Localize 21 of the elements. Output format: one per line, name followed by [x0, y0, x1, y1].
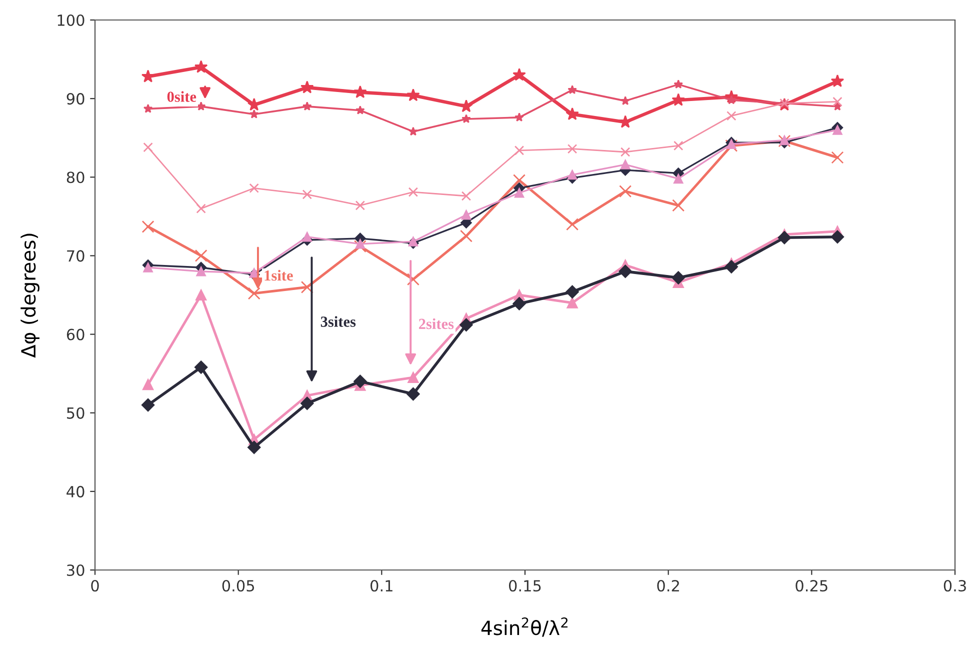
- y-tick-label: 70: [67, 250, 84, 262]
- x-tick-label: 0.3: [944, 580, 966, 592]
- annotation: 3sites: [320, 316, 356, 327]
- x-tick-label: 0.15: [509, 580, 541, 592]
- x-tick-label: 0: [91, 580, 99, 592]
- y-tick-label: 90: [66, 93, 84, 105]
- y-tick-label: 50: [67, 407, 84, 419]
- x-tick-label: 0.25: [796, 580, 828, 592]
- annotation: 1site: [264, 270, 293, 281]
- x-axis-title: 4sin$^{2}$θ/λ$^{2}$: [481, 617, 568, 637]
- y-tick-label: 40: [66, 486, 84, 498]
- x-tick-label: 0.05: [222, 580, 254, 592]
- x-tick-label: 0.1: [370, 580, 392, 592]
- annotation: 2sites: [419, 318, 454, 330]
- y-axis-title: Δφ (degrees): [20, 234, 40, 358]
- y-tick-label: 100: [58, 14, 84, 26]
- annotation: 0site: [167, 91, 196, 102]
- y-tick-label: 60: [66, 328, 84, 340]
- y-tick-label: 80: [66, 172, 84, 184]
- y-tick-label: 30: [67, 564, 84, 576]
- x-tick-label: 0.2: [657, 580, 679, 592]
